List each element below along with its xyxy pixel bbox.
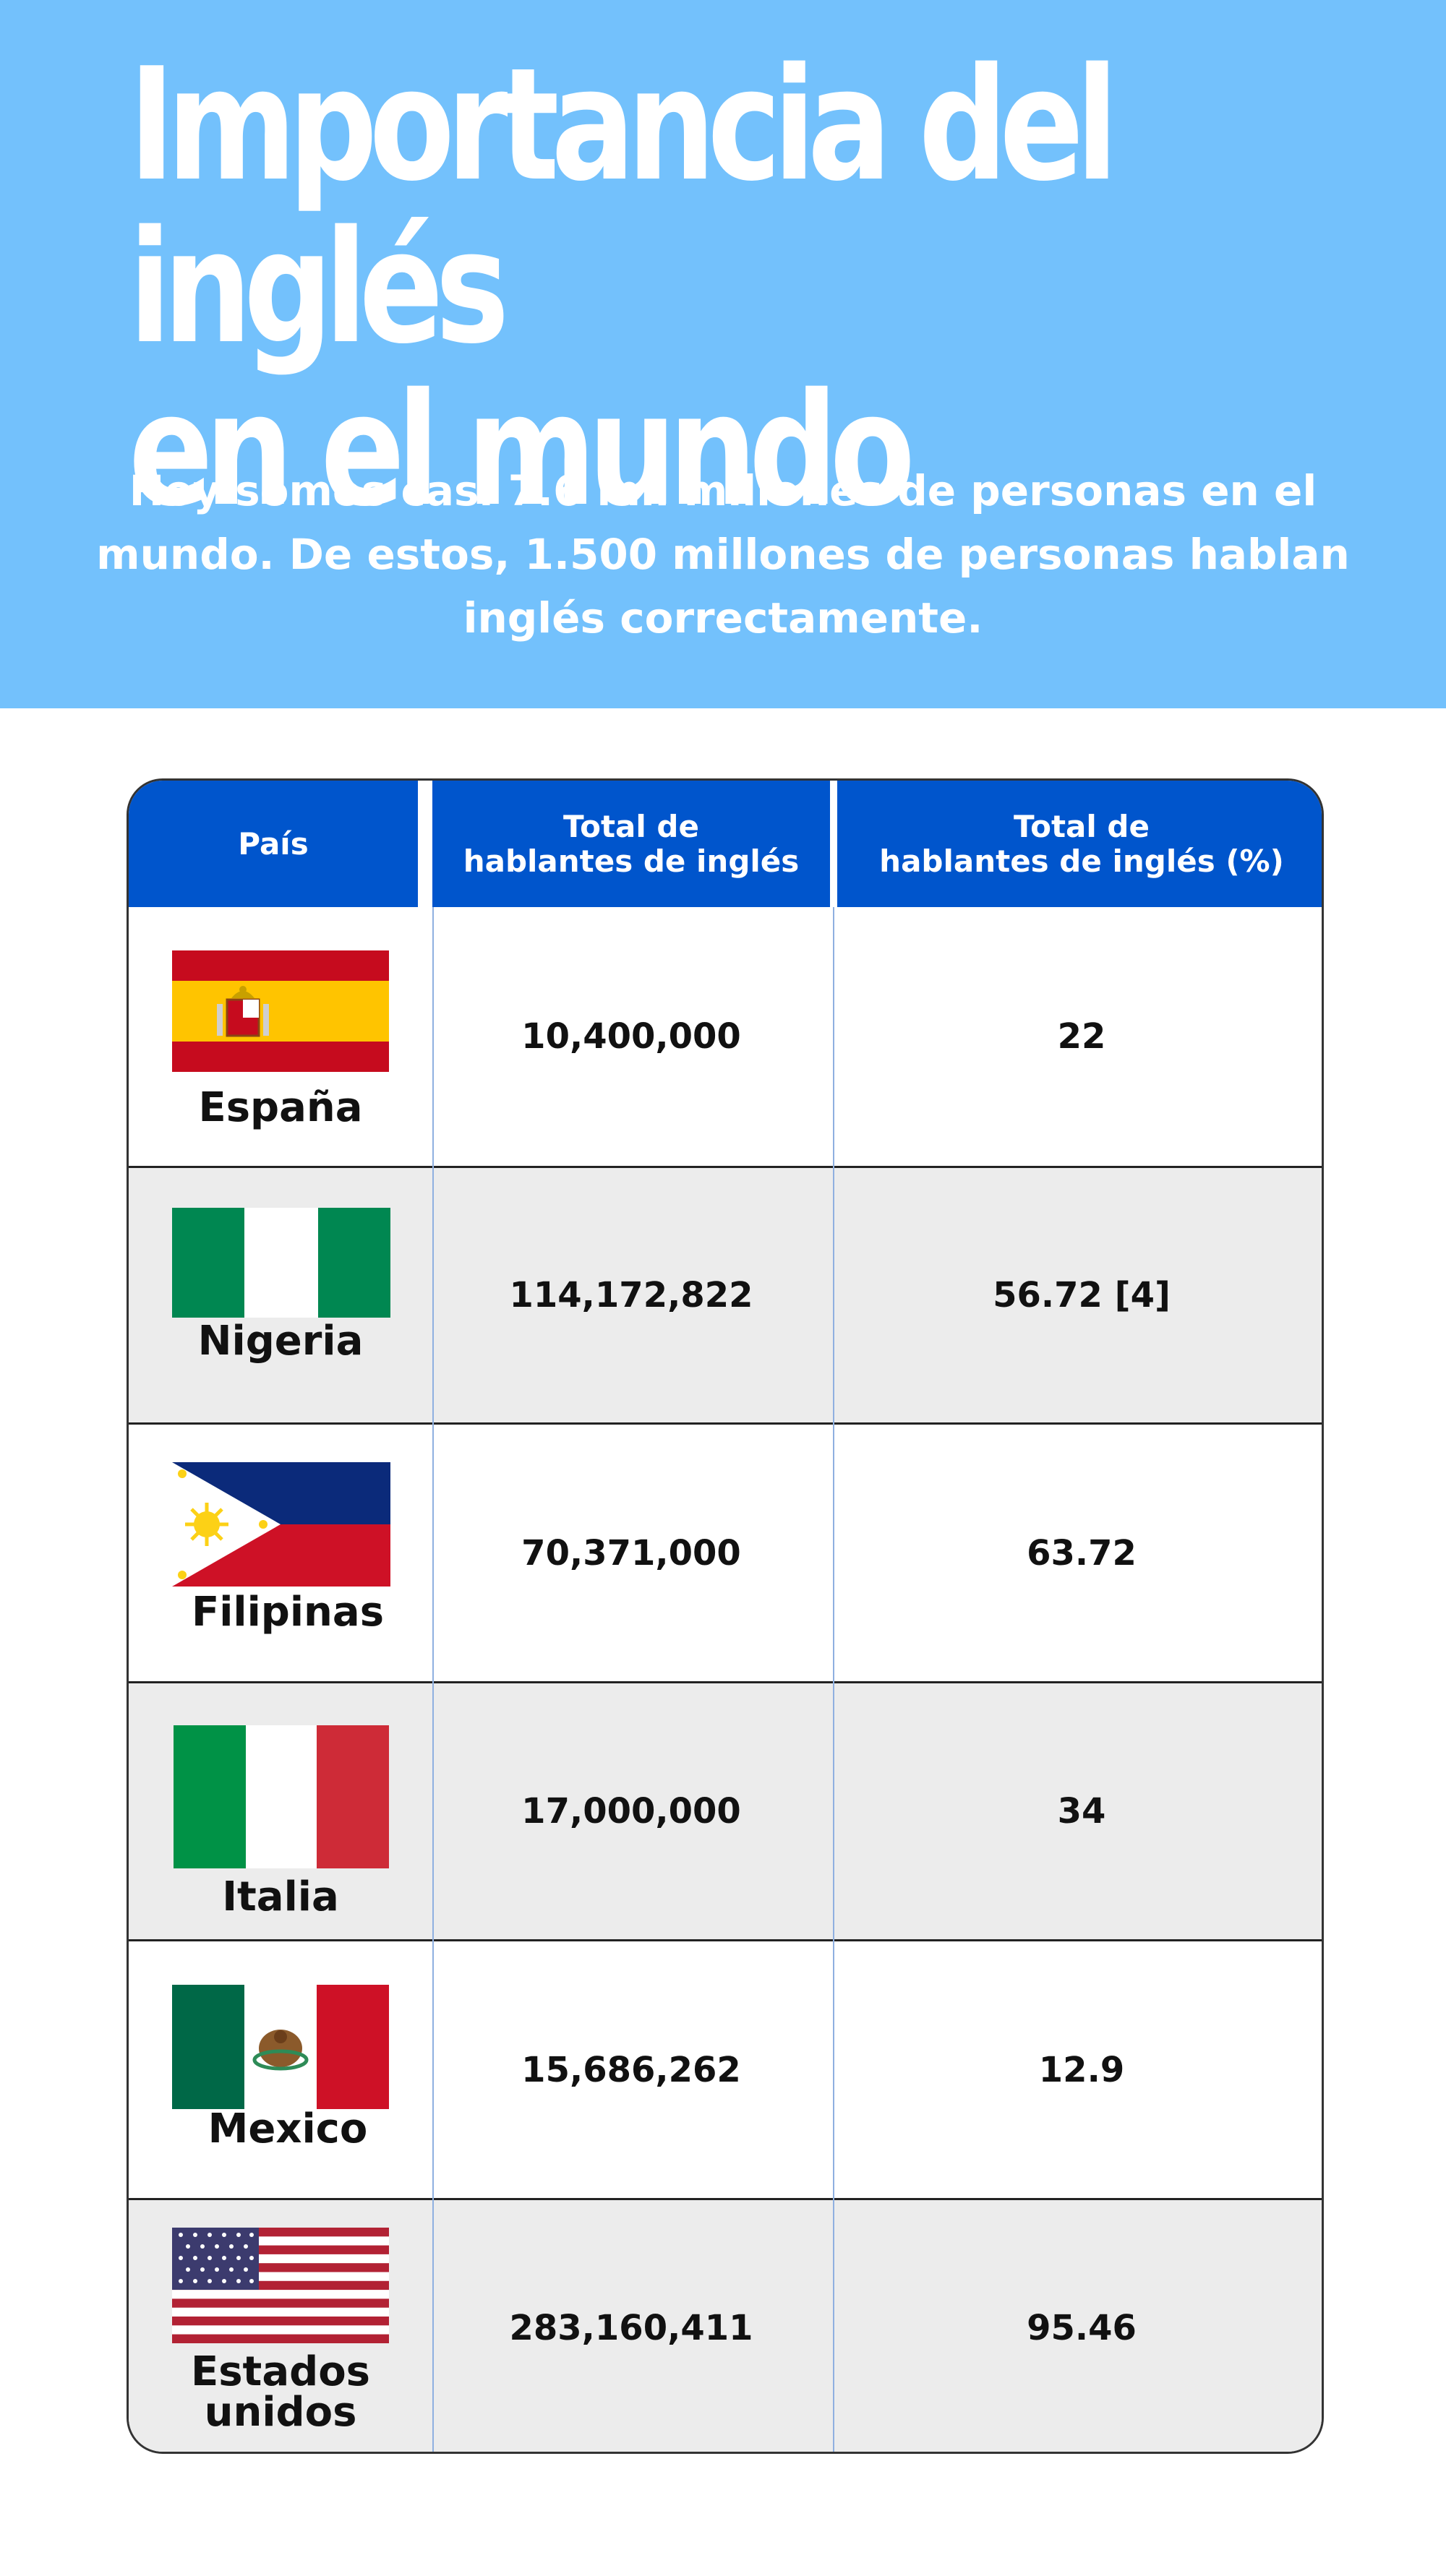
title-line-1: Importancia del inglés — [129, 34, 1118, 378]
page-title: Importancia del inglés en el mundo — [129, 43, 1170, 531]
english-speakers-table: País Total de hablantes de inglés Total d… — [127, 778, 1324, 2454]
italy-flag-icon — [174, 1725, 389, 1868]
table-row-estados-unidos: Estados unidos 283,160,411 95.46 — [129, 2198, 1322, 2452]
subtitle-line-1: Hoy somos casi 7.6 mil millones de perso… — [129, 466, 1317, 515]
usa-flag-icon — [172, 2228, 389, 2343]
table-row-nigeria: Nigeria 114,172,822 56.72 [4] — [129, 1166, 1322, 1422]
speakers-value: 15,686,262 — [521, 2049, 741, 2090]
speakers-value: 114,172,822 — [509, 1275, 753, 1315]
country-name: España — [198, 1084, 363, 1131]
column-header-percent: Total de hablantes de inglés (%) — [837, 781, 1322, 907]
speakers-value: 70,371,000 — [521, 1532, 741, 1573]
column-header-country: País — [129, 781, 418, 907]
percent-value: 56.72 [4] — [993, 1275, 1171, 1315]
nigeria-flag-icon — [172, 1208, 390, 1318]
subtitle-line-2: mundo. De estos, 1.500 millones de perso… — [96, 530, 1350, 579]
column-header-speakers: Total de hablantes de inglés — [432, 781, 830, 907]
speakers-value: 17,000,000 — [521, 1791, 741, 1832]
country-name: Filipinas — [191, 1589, 385, 1636]
country-name: Italia — [222, 1873, 339, 1920]
percent-value: 95.46 — [1027, 2308, 1137, 2348]
percent-value: 34 — [1057, 1791, 1106, 1832]
speakers-value: 10,400,000 — [521, 1016, 741, 1057]
country-name: Estados unidos — [190, 2348, 371, 2436]
speakers-value: 283,160,411 — [509, 2308, 753, 2348]
percent-value: 63.72 — [1027, 1532, 1137, 1573]
page-subtitle: Hoy somos casi 7.6 mil millones de perso… — [72, 459, 1374, 650]
mexico-flag-icon — [172, 1985, 389, 2109]
table-row-espana: España 10,400,000 22 — [129, 907, 1322, 1166]
table-row-mexico: Mexico 15,686,262 12.9 — [129, 1939, 1322, 2198]
hero-banner: Importancia del inglés en el mundo Hoy s… — [0, 0, 1446, 708]
title-line-2: en el mundo — [129, 359, 915, 541]
spain-flag-icon — [172, 950, 389, 1072]
column-divider — [833, 907, 834, 2452]
percent-value: 22 — [1057, 1016, 1106, 1057]
subtitle-line-3: inglés correctamente. — [463, 593, 983, 643]
philippines-flag-icon — [172, 1462, 390, 1587]
column-divider — [432, 907, 434, 2452]
country-name: Nigeria — [197, 1318, 364, 1365]
country-name: Mexico — [208, 2105, 368, 2152]
percent-value: 12.9 — [1038, 2049, 1125, 2090]
table-row-italia: Italia 17,000,000 34 — [129, 1681, 1322, 1939]
table-row-filipinas: Filipinas 70,371,000 63.72 — [129, 1422, 1322, 1681]
